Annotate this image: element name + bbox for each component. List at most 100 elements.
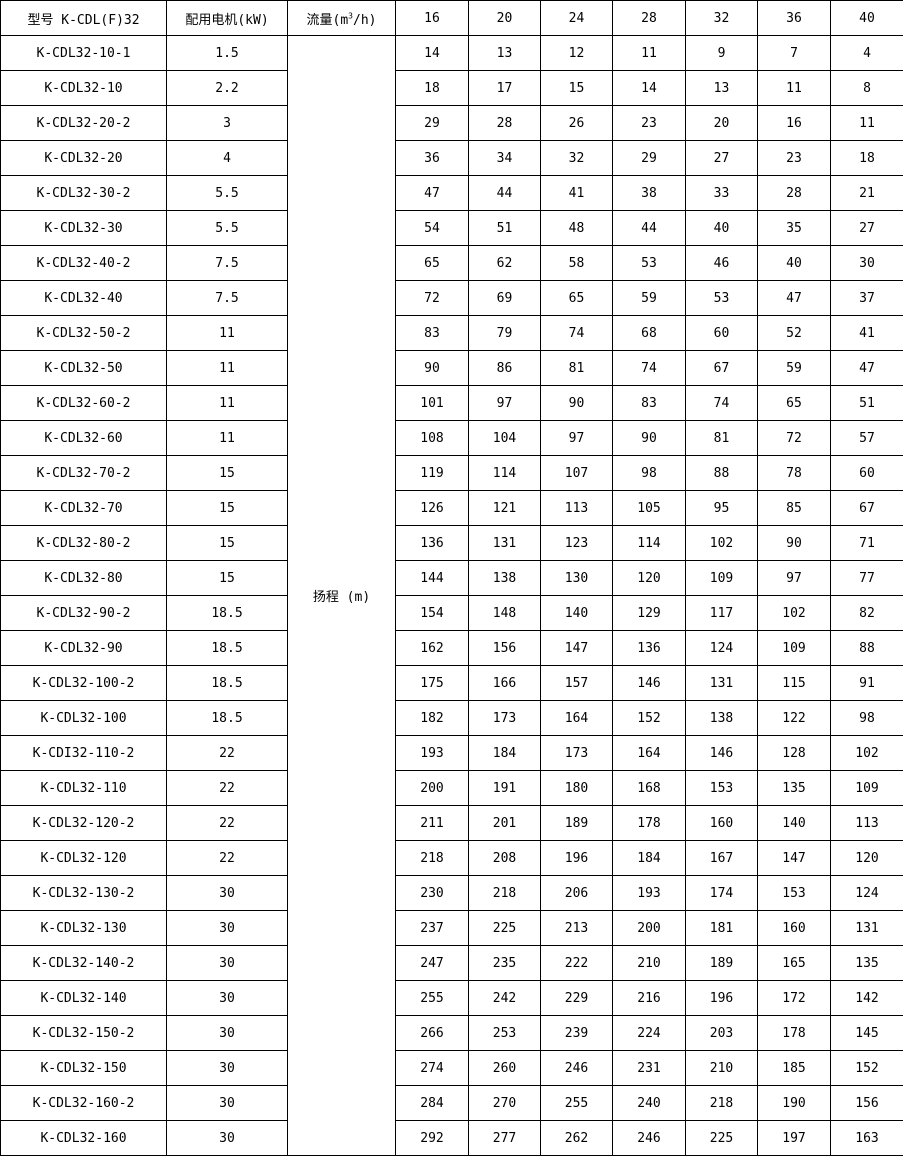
head-value-cell: 13	[685, 70, 758, 106]
head-value-cell: 246	[612, 1120, 686, 1156]
head-value-cell: 222	[540, 945, 613, 981]
header-motor: 配用电机(kW)	[166, 0, 288, 36]
head-value-cell: 51	[830, 385, 903, 421]
head-value-cell: 97	[757, 560, 831, 596]
head-value-cell: 97	[468, 385, 541, 421]
head-value-cell: 14	[612, 70, 686, 106]
header-flow-value: 32	[685, 0, 758, 36]
head-value-cell: 239	[540, 1015, 613, 1051]
head-value-cell: 224	[612, 1015, 686, 1051]
head-value-cell: 14	[395, 35, 469, 71]
header-flow-sup: 3	[348, 11, 353, 21]
head-value-cell: 40	[685, 210, 758, 246]
head-value-cell: 54	[395, 210, 469, 246]
head-value-cell: 81	[685, 420, 758, 456]
head-value-cell: 91	[830, 665, 903, 701]
head-value-cell: 65	[540, 280, 613, 316]
head-value-cell: 123	[540, 525, 613, 561]
model-cell: K-CDL32-90-2	[0, 595, 167, 631]
motor-power-cell: 22	[166, 735, 288, 771]
header-flow-value: 28	[612, 0, 686, 36]
table-row: K-CDL32-50 11 90 86 81 74 67 59 47	[0, 350, 903, 386]
table-row: K-CDL32-30-2 5.5 47 44 41 38 33 28 21	[0, 175, 903, 211]
head-value-cell: 16	[757, 105, 831, 141]
motor-power-cell: 30	[166, 980, 288, 1016]
head-value-cell: 113	[540, 490, 613, 526]
table-row: K-CDL32-120 22 218 208 196 184 167 147 120	[0, 840, 903, 876]
head-value-cell: 90	[395, 350, 469, 386]
header-flow-suffix: /h)	[353, 12, 377, 28]
head-value-cell: 201	[468, 805, 541, 841]
head-value-cell: 90	[612, 420, 686, 456]
head-value-cell: 146	[685, 735, 758, 771]
table-row: K-CDL32-10 2.2 18 17 15 14 13 11 8	[0, 70, 903, 106]
motor-power-cell: 30	[166, 910, 288, 946]
head-value-cell: 164	[540, 700, 613, 736]
model-cell: K-CDL32-30	[0, 210, 167, 246]
table-row: K-CDL32-120-2 22 211 201 189 178 160 140 113	[0, 805, 903, 841]
head-value-cell: 237	[395, 910, 469, 946]
head-value-cell: 29	[612, 140, 686, 176]
motor-power-cell: 30	[166, 1015, 288, 1051]
table-row: K-CDL32-80 15 144 138 130 120 109 97 77	[0, 560, 903, 596]
table-row: K-CDL32-100-2 18.5 175 166 157 146 131 115 91	[0, 665, 903, 701]
head-value-cell: 109	[685, 560, 758, 596]
table-row: K-CDL32-40-2 7.5 65 62 58 53 46 40 30	[0, 245, 903, 281]
head-value-cell: 95	[685, 490, 758, 526]
head-value-cell: 8	[830, 70, 903, 106]
head-value-cell: 68	[612, 315, 686, 351]
model-cell: K-CDL32-80	[0, 560, 167, 596]
head-value-cell: 58	[540, 245, 613, 281]
motor-power-cell: 30	[166, 875, 288, 911]
head-value-cell: 18	[395, 70, 469, 106]
head-value-cell: 37	[830, 280, 903, 316]
table-row: K-CDL32-70 15 126 121 113 105 95 85 67	[0, 490, 903, 526]
motor-power-cell: 1.5	[166, 35, 288, 71]
motor-power-cell: 15	[166, 560, 288, 596]
head-value-cell: 182	[395, 700, 469, 736]
model-cell: K-CDL32-160	[0, 1120, 167, 1156]
head-value-cell: 32	[540, 140, 613, 176]
head-value-cell: 81	[540, 350, 613, 386]
head-value-cell: 21	[830, 175, 903, 211]
head-value-cell: 162	[395, 630, 469, 666]
model-cell: K-CDL32-60-2	[0, 385, 167, 421]
model-cell: K-CDL32-140	[0, 980, 167, 1016]
header-flow-value: 16	[395, 0, 469, 36]
head-value-cell: 47	[757, 280, 831, 316]
head-value-cell: 193	[395, 735, 469, 771]
head-value-cell: 231	[612, 1050, 686, 1086]
head-value-cell: 59	[757, 350, 831, 386]
motor-power-cell: 11	[166, 420, 288, 456]
head-value-cell: 83	[395, 315, 469, 351]
head-value-cell: 83	[612, 385, 686, 421]
head-value-cell: 174	[685, 875, 758, 911]
head-value-cell: 172	[757, 980, 831, 1016]
motor-power-cell: 7.5	[166, 245, 288, 281]
motor-power-cell: 30	[166, 1050, 288, 1086]
head-value-cell: 136	[612, 630, 686, 666]
head-value-cell: 173	[468, 700, 541, 736]
head-value-cell: 28	[468, 105, 541, 141]
model-cell: K-CDL32-130-2	[0, 875, 167, 911]
table-row: K-CDL32-110 22 200 191 180 168 153 135 109	[0, 770, 903, 806]
head-value-cell: 131	[830, 910, 903, 946]
head-value-cell: 121	[468, 490, 541, 526]
model-cell: K-CDL32-20	[0, 140, 167, 176]
head-value-cell: 225	[685, 1120, 758, 1156]
head-value-cell: 138	[468, 560, 541, 596]
motor-power-cell: 30	[166, 1085, 288, 1121]
model-cell: K-CDL32-10	[0, 70, 167, 106]
model-cell: K-CDL32-40	[0, 280, 167, 316]
head-value-cell: 148	[468, 595, 541, 631]
head-value-cell: 102	[757, 595, 831, 631]
head-value-cell: 30	[830, 245, 903, 281]
head-value-cell: 72	[757, 420, 831, 456]
head-value-cell: 27	[830, 210, 903, 246]
model-cell: K-CDL32-90	[0, 630, 167, 666]
head-value-cell: 122	[757, 700, 831, 736]
head-value-cell: 147	[540, 630, 613, 666]
head-value-cell: 160	[685, 805, 758, 841]
head-value-cell: 104	[468, 420, 541, 456]
